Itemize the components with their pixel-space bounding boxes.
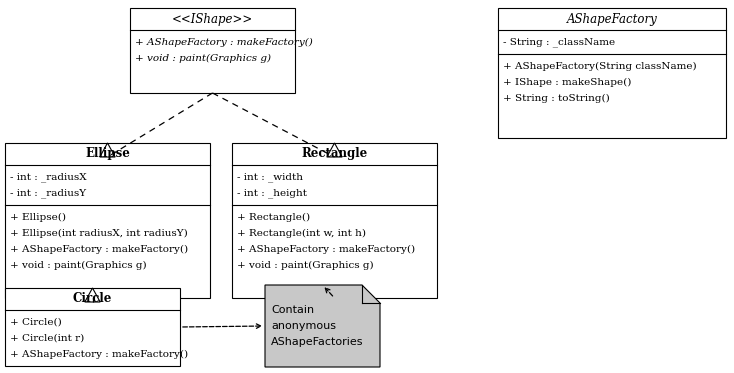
Bar xyxy=(498,8,726,138)
Text: + AShapeFactory(String className): + AShapeFactory(String className) xyxy=(503,62,697,70)
Polygon shape xyxy=(100,143,115,157)
Text: + void : paint(Graphics g): + void : paint(Graphics g) xyxy=(237,260,374,270)
Text: Contain
anonymous
AShapeFactories: Contain anonymous AShapeFactories xyxy=(271,305,363,347)
Text: - int : _radiusX: - int : _radiusX xyxy=(10,172,87,182)
Text: Rectangle: Rectangle xyxy=(302,147,368,160)
Polygon shape xyxy=(85,288,101,302)
Text: - String : _className: - String : _className xyxy=(503,37,615,47)
Text: + Circle(int r): + Circle(int r) xyxy=(10,333,84,342)
Text: + Circle(): + Circle() xyxy=(10,317,62,326)
Text: + AShapeFactory : makeFactory(): + AShapeFactory : makeFactory() xyxy=(10,350,188,358)
Text: + String : toString(): + String : toString() xyxy=(503,94,610,103)
Text: + Rectangle(): + Rectangle() xyxy=(237,213,310,222)
Text: + Rectangle(int w, int h): + Rectangle(int w, int h) xyxy=(237,228,366,238)
Text: + void : paint(Graphics g): + void : paint(Graphics g) xyxy=(135,53,271,63)
Text: + AShapeFactory : makeFactory(): + AShapeFactory : makeFactory() xyxy=(237,244,415,254)
Text: + AShapeFactory : makeFactory(): + AShapeFactory : makeFactory() xyxy=(10,244,188,254)
Text: - int : _width: - int : _width xyxy=(237,172,303,182)
Text: + AShapeFactory : makeFactory(): + AShapeFactory : makeFactory() xyxy=(135,37,313,47)
Text: Ellipse: Ellipse xyxy=(85,147,130,160)
Text: AShapeFactory: AShapeFactory xyxy=(567,13,658,25)
Text: - int : _radiusY: - int : _radiusY xyxy=(10,188,86,198)
Polygon shape xyxy=(265,285,380,367)
Bar xyxy=(130,8,295,93)
Text: + Ellipse(int radiusX, int radiusY): + Ellipse(int radiusX, int radiusY) xyxy=(10,228,188,238)
Text: + IShape : makeShape(): + IShape : makeShape() xyxy=(503,78,631,87)
Text: Circle: Circle xyxy=(73,292,112,305)
Text: <<IShape>>: <<IShape>> xyxy=(172,13,253,25)
Polygon shape xyxy=(327,143,342,157)
Text: - int : _height: - int : _height xyxy=(237,188,307,198)
Bar xyxy=(5,143,210,298)
Text: + void : paint(Graphics g): + void : paint(Graphics g) xyxy=(10,260,147,270)
Bar xyxy=(232,143,437,298)
Text: + Ellipse(): + Ellipse() xyxy=(10,213,66,222)
Bar xyxy=(5,288,180,366)
